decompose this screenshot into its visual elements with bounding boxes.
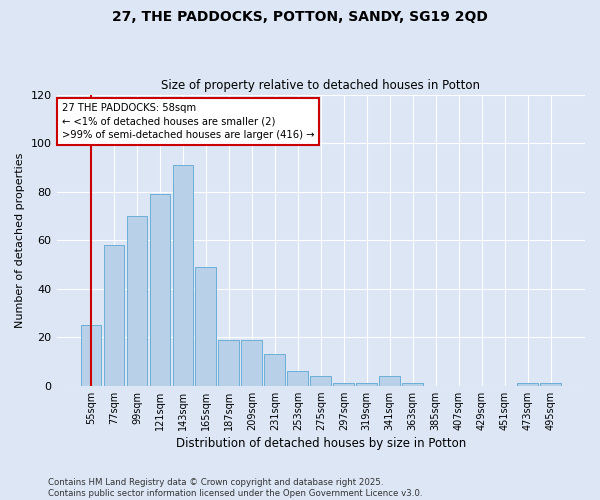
Text: 27, THE PADDOCKS, POTTON, SANDY, SG19 2QD: 27, THE PADDOCKS, POTTON, SANDY, SG19 2Q…	[112, 10, 488, 24]
Bar	[218, 340, 239, 386]
Bar	[241, 340, 262, 386]
Text: Contains HM Land Registry data © Crown copyright and database right 2025.
Contai: Contains HM Land Registry data © Crown c…	[48, 478, 422, 498]
Bar	[265, 354, 285, 386]
Bar	[403, 384, 423, 386]
Text: 27 THE PADDOCKS: 58sqm
← <1% of detached houses are smaller (2)
>99% of semi-det: 27 THE PADDOCKS: 58sqm ← <1% of detached…	[62, 104, 314, 140]
Bar	[540, 384, 561, 386]
Bar	[379, 376, 400, 386]
Bar	[356, 384, 377, 386]
Bar	[104, 245, 124, 386]
Bar	[173, 165, 193, 386]
X-axis label: Distribution of detached houses by size in Potton: Distribution of detached houses by size …	[176, 437, 466, 450]
Bar	[80, 325, 101, 386]
Bar	[127, 216, 147, 386]
Title: Size of property relative to detached houses in Potton: Size of property relative to detached ho…	[161, 79, 480, 92]
Bar	[334, 384, 354, 386]
Bar	[149, 194, 170, 386]
Bar	[310, 376, 331, 386]
Bar	[196, 267, 216, 386]
Bar	[287, 371, 308, 386]
Y-axis label: Number of detached properties: Number of detached properties	[15, 152, 25, 328]
Bar	[517, 384, 538, 386]
